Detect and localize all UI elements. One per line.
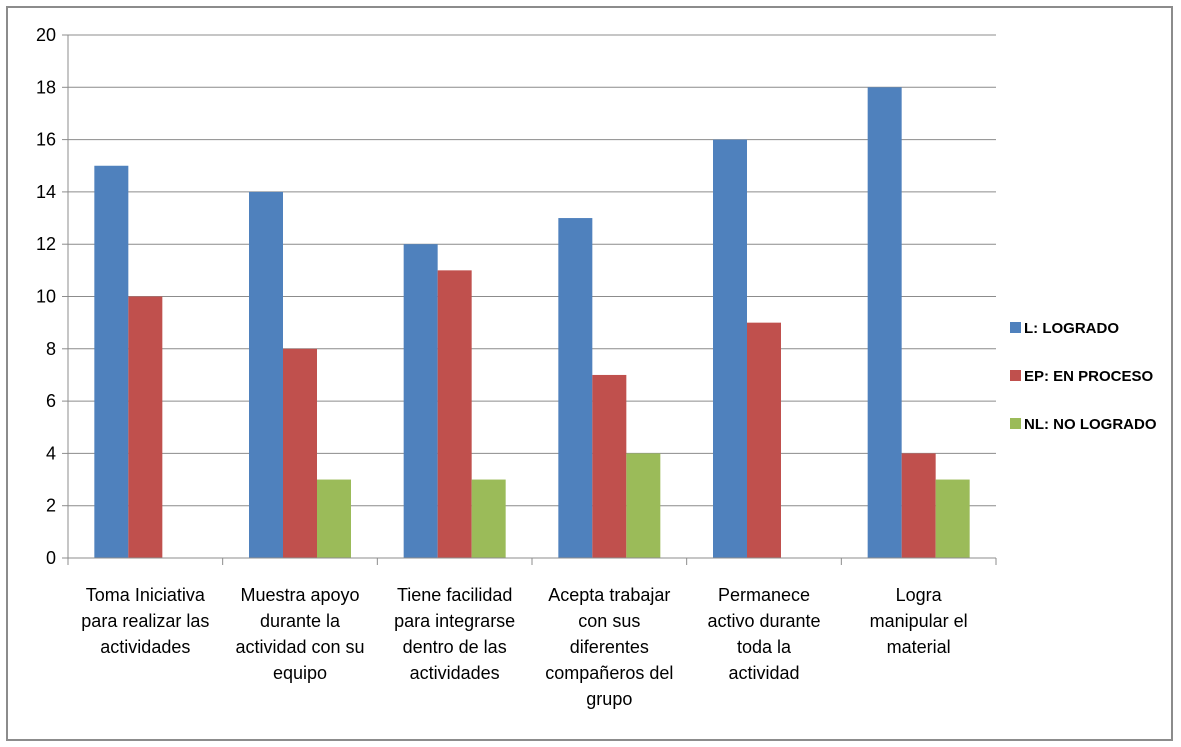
- x-category-label: manipular el: [870, 611, 968, 631]
- x-category-label: actividades: [410, 663, 500, 683]
- legend: L: LOGRADO EP: EN PROCESO NL: NO LOGRADO: [1010, 320, 1157, 433]
- bar-nl: [317, 479, 351, 558]
- y-tick-label: 8: [46, 339, 56, 359]
- y-tick-label: 14: [36, 182, 56, 202]
- x-category-label: Permanece: [718, 585, 810, 605]
- x-axis-labels: Toma Iniciativa para realizar las activida…: [81, 585, 967, 709]
- y-tick-label: 12: [36, 234, 56, 254]
- y-axis-ticks: 0 2 4 6 8 10 12 14 16 18 20: [36, 25, 68, 568]
- bar-l: [558, 218, 593, 559]
- legend-swatch: [1010, 370, 1021, 381]
- gridlines: [68, 34, 996, 507]
- y-tick-label: 16: [36, 130, 56, 150]
- bar-nl: [471, 479, 506, 558]
- axes: [67, 35, 997, 565]
- x-category-label: actividad: [728, 663, 799, 683]
- bar-nl: [626, 453, 661, 558]
- y-tick-label: 6: [46, 391, 56, 411]
- x-category-label: Muestra apoyo: [240, 585, 359, 605]
- x-category-label: toda la: [737, 637, 792, 657]
- x-category-label: durante la: [260, 611, 341, 631]
- x-category-label: activo durante: [707, 611, 820, 631]
- legend-swatch: [1010, 418, 1021, 429]
- x-category-label: para realizar las: [81, 611, 209, 631]
- y-tick-label: 10: [36, 287, 56, 307]
- x-category-label: para integrarse: [394, 611, 515, 631]
- bar-l: [867, 87, 902, 559]
- x-category-label: con sus: [578, 611, 640, 631]
- x-category-label: actividades: [100, 637, 190, 657]
- y-tick-label: 18: [36, 77, 56, 97]
- bar-ep: [747, 322, 781, 558]
- bar-ep: [901, 453, 936, 558]
- x-category-label: equipo: [273, 663, 327, 683]
- y-tick-label: 20: [36, 25, 56, 45]
- x-category-label: compañeros del: [545, 663, 673, 683]
- bar-ep: [437, 270, 472, 558]
- bar-nl: [935, 479, 970, 558]
- x-category-label: diferentes: [570, 637, 649, 657]
- x-category-label: Tiene facilidad: [397, 585, 512, 605]
- legend-label: L: LOGRADO: [1024, 320, 1119, 337]
- x-category-label: material: [887, 637, 951, 657]
- bar-ep: [283, 348, 317, 558]
- x-category-label: Logra: [896, 585, 943, 605]
- bars: [94, 87, 970, 559]
- bar-ep: [128, 296, 163, 558]
- legend-label: EP: EN PROCESO: [1024, 368, 1154, 385]
- bar-l: [403, 244, 438, 558]
- x-category-label: grupo: [586, 689, 632, 709]
- y-tick-label: 2: [46, 496, 56, 516]
- bar-l: [713, 139, 747, 558]
- y-tick-label: 0: [46, 548, 56, 568]
- bar-l: [249, 191, 283, 558]
- bar-ep: [592, 374, 627, 558]
- x-category-label: actividad con su: [235, 637, 364, 657]
- y-tick-label: 4: [46, 443, 56, 463]
- legend-swatch: [1010, 322, 1021, 333]
- legend-label: NL: NO LOGRADO: [1024, 416, 1157, 433]
- x-category-label: dentro de las: [403, 637, 507, 657]
- x-category-label: Acepta trabajar: [548, 585, 670, 605]
- x-category-label: Toma Iniciativa: [86, 585, 206, 605]
- bar-l: [94, 165, 129, 558]
